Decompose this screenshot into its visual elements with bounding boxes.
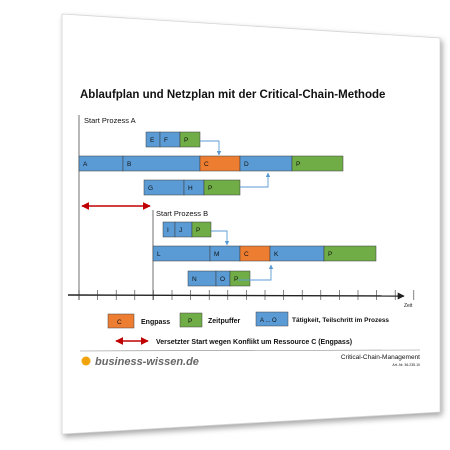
bar-label-a-row3-p: P [208, 185, 212, 192]
connector-ijp-to-m [211, 230, 230, 246]
bar-label-a-row2-p: P [296, 161, 300, 168]
bar-label-b-row1-j: J [179, 227, 182, 234]
time-axis-label: Zeit [404, 303, 413, 309]
bar-label-a-row2-d: D [244, 161, 249, 168]
bar-b-row1-task-i [162, 221, 176, 238]
bar-a-row3-buffer-p [203, 179, 241, 196]
bar-a-row1-buffer-p [179, 131, 201, 148]
bar-label-b-row2-l: L [157, 251, 161, 258]
footer-article-number: Art.-Nr. 36.235.10 [392, 363, 420, 367]
bar-a-row2-buffer-p [291, 155, 344, 172]
time-axis-ticks [78, 290, 415, 300]
bar-b-row1-task-j [174, 221, 193, 238]
bar-label-b-row2-m: M [214, 251, 219, 258]
legend-bottleneck-symbol: C [117, 319, 122, 326]
bar-a-row3-task-h [183, 179, 205, 196]
brand-name: business-wissen.de [95, 356, 199, 368]
time-axis [67, 292, 405, 300]
legend-bottleneck-label: Engpass [141, 319, 170, 326]
legend-task-symbol: A ... O [260, 318, 277, 324]
bar-b-row1-buffer-p [191, 221, 212, 238]
connector-efp-to-d [200, 140, 222, 156]
bar-label-b-row3-p: P [234, 276, 238, 283]
bar-label-b-row1-i: I [167, 227, 169, 234]
legend-task-label: Tätigkeit, Teilschritt im Prozess [292, 317, 389, 324]
footer-divider [79, 349, 421, 352]
bar-a-row1-task-f [159, 131, 181, 148]
bar-a-row2-task-b [122, 155, 201, 172]
bar-label-b-row2-c: C [244, 251, 249, 258]
legend-buffer-label: Zeitpuffer [208, 318, 241, 325]
legend-bottleneck-swatch [107, 313, 135, 329]
bar-label-a-row3-h: H [188, 185, 193, 192]
brand-dot-icon [81, 356, 91, 366]
connector-ghp-to-d [240, 172, 271, 188]
bar-label-b-row2-p: P [328, 251, 332, 258]
bar-label-a-row2-a: A [83, 161, 88, 168]
bar-label-a-row1-f: F [164, 137, 168, 144]
bar-b-row3-buffer-p [229, 270, 251, 287]
legend-buffer-symbol: P [188, 318, 192, 325]
diagram-title: Ablaufplan und Netzplan mit der Critical… [80, 89, 385, 101]
bar-label-a-row1-e: E [150, 137, 155, 144]
task-bars: E F P A B C D P G H P I J P L M C K P N O P [78, 131, 377, 287]
bar-label-a-row2-c: C [204, 161, 209, 168]
bar-label-a-row1-p: P [184, 137, 188, 144]
connector-nop-to-k [238, 264, 274, 281]
process-a-label: Start Prozess A [84, 116, 136, 125]
footer-title: Critical-Chain-Management [341, 354, 420, 361]
bar-label-a-row3-g: G [148, 185, 153, 192]
bar-label-b-row3-n: N [192, 276, 197, 283]
diagram-content: Ablaufplan und Netzplan mit der Critical… [67, 89, 421, 368]
legend-buffer-swatch [179, 312, 203, 328]
legend-task-swatch [255, 311, 289, 327]
bar-b-row2-buffer-p [323, 245, 377, 262]
process-b-label: Start Prozess B [156, 209, 208, 218]
bar-label-b-row2-k: K [274, 251, 279, 258]
legend-offset-label: Versetzter Start wegen Konflikt um Resso… [156, 339, 352, 346]
legend: C Engpass P Zeitpuffer A ... O Tätigkeit… [107, 311, 389, 346]
bar-b-row2-task-l [152, 245, 211, 262]
bar-label-b-row1-p: P [196, 227, 200, 234]
bar-label-b-row3-o: O [220, 276, 225, 283]
paper-sheet [61, 13, 441, 435]
bar-label-a-row2-b: B [127, 161, 131, 168]
